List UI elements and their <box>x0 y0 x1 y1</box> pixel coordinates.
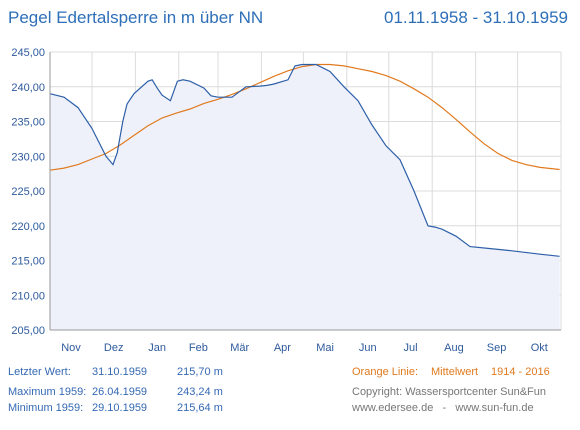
y-tick-label: 245,00 <box>11 47 45 59</box>
x-tick-label: Nov <box>61 342 81 354</box>
copyright: Copyright: Wassersportcenter Sun&Fun <box>352 386 547 398</box>
axis-layer: 205,00 210,00 215,00 220,00 225,00 230,00 235,… <box>11 47 561 354</box>
fill-layer <box>50 64 560 330</box>
last-value-label: Letzter Wert: <box>8 366 71 378</box>
y-tick-label: 215,00 <box>11 256 45 268</box>
y-tick-label: 205,00 <box>11 325 45 337</box>
orange-line-label: Orange Linie: <box>352 366 419 378</box>
max-label: Maximum 1959: <box>8 386 87 398</box>
min-value: 215,64 m <box>177 402 223 414</box>
last-value: 215,70 m <box>177 366 223 378</box>
y-tick-label: 240,00 <box>11 82 45 94</box>
x-tick-label: Jul <box>403 342 417 354</box>
orange-line-desc: Mittelwert <box>431 366 479 378</box>
y-tick-label: 230,00 <box>11 151 45 163</box>
min-label: Minimum 1959: <box>8 402 84 414</box>
last-value-date: 31.10.1959 <box>92 366 148 378</box>
x-tick-label: Apr <box>274 342 291 354</box>
max-value: 243,24 m <box>177 386 223 398</box>
level-area <box>50 64 560 330</box>
x-tick-label: Sep <box>487 342 507 354</box>
y-tick-label: 225,00 <box>11 186 45 198</box>
date-range: 01.11.1958 - 31.10.1959 <box>383 8 568 27</box>
orange-line-years: 1914 - 2016 <box>491 366 550 378</box>
x-tick-label: Dez <box>104 342 124 354</box>
y-tick-label: 235,00 <box>11 117 45 129</box>
x-tick-label: Mär <box>230 342 249 354</box>
chart-title: Pegel Edertalsperre in m über NN <box>8 8 264 27</box>
x-tick-label: Mai <box>316 342 334 354</box>
min-date: 29.10.1959 <box>92 402 148 414</box>
website-links[interactable]: www.edersee.de - www.sun-fun.de <box>352 402 534 414</box>
y-tick-label: 210,00 <box>11 290 45 302</box>
x-tick-label: Feb <box>189 342 208 354</box>
x-tick-label: Jan <box>148 342 166 354</box>
x-tick-label: Aug <box>444 342 464 354</box>
x-tick-label: Okt <box>531 342 548 354</box>
x-tick-label: Jun <box>359 342 377 354</box>
lines-layer <box>49 63 560 257</box>
y-tick-label: 220,00 <box>11 221 45 233</box>
max-date: 26.04.1959 <box>92 386 148 398</box>
mean-line <box>49 63 560 171</box>
level-line <box>49 63 560 257</box>
